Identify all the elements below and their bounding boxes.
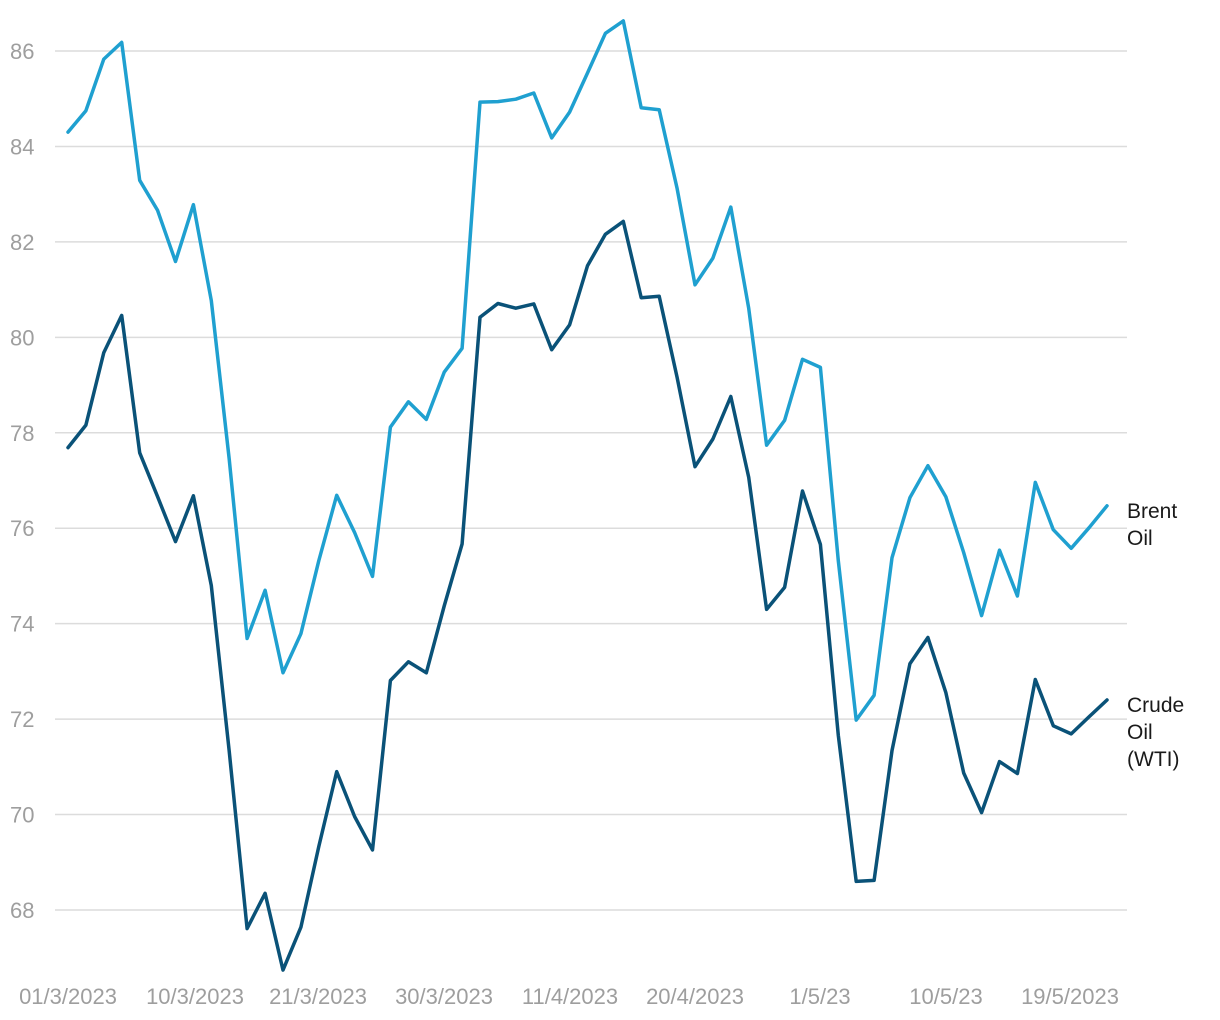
series-label-line: Oil xyxy=(1127,527,1153,550)
series-label-line: (WTI) xyxy=(1127,748,1179,771)
y-tick-label: 82 xyxy=(10,230,34,255)
y-axis: 68 70 72 74 76 78 80 82 84 86 xyxy=(10,39,34,923)
y-tick-label: 70 xyxy=(10,803,34,828)
x-tick-label: 10/5/23 xyxy=(909,984,982,1009)
series-label-1: Crude Oil (WTI) xyxy=(1127,694,1184,771)
y-tick-label: 76 xyxy=(10,516,34,541)
y-tick-label: 78 xyxy=(10,421,34,446)
y-tick-label: 86 xyxy=(10,39,34,64)
series-line-0 xyxy=(66,19,1109,722)
y-tick-label: 72 xyxy=(10,707,34,732)
y-tick-label: 84 xyxy=(10,134,34,159)
x-tick-label: 1/5/23 xyxy=(789,984,850,1009)
x-tick-label: 10/3/2023 xyxy=(146,984,244,1009)
x-tick-label: 21/3/2023 xyxy=(269,984,367,1009)
x-tick-label: 11/4/2023 xyxy=(522,984,618,1009)
gridlines xyxy=(55,50,1127,911)
series-label-line: Brent xyxy=(1127,500,1177,523)
series-label-0: Brent Oil xyxy=(1127,500,1177,550)
y-tick-label: 74 xyxy=(10,612,34,637)
series-label-line: Oil xyxy=(1127,721,1153,744)
x-tick-label: 19/5/2023 xyxy=(1021,984,1119,1009)
x-tick-label: 20/4/2023 xyxy=(646,984,744,1009)
series-lines xyxy=(66,19,1109,972)
series-line-1 xyxy=(66,219,1109,972)
x-axis: 01/3/2023 10/3/2023 21/3/2023 30/3/2023 11/4… xyxy=(19,984,1119,1009)
y-tick-label: 80 xyxy=(10,325,34,350)
series-label-line: Crude xyxy=(1127,694,1184,717)
x-tick-label: 01/3/2023 xyxy=(19,984,117,1009)
x-tick-label: 30/3/2023 xyxy=(395,984,493,1009)
y-tick-label: 68 xyxy=(10,898,34,923)
series-labels: Brent Oil Crude Oil (WTI) xyxy=(1127,500,1184,771)
